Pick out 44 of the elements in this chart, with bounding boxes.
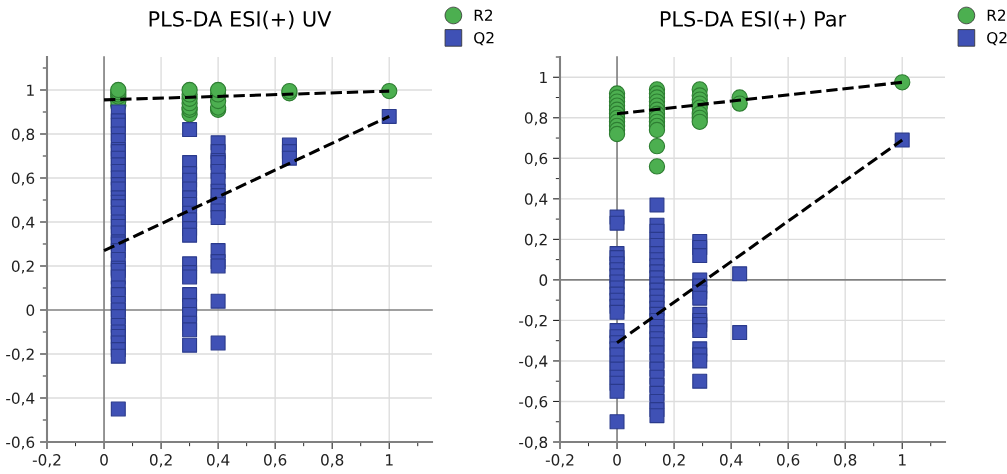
x-tick-label: 0,6 [777,454,800,468]
y-tick-label: -0,2 [6,348,34,362]
point [648,121,666,139]
y-tick-label: 0,2 [11,260,34,274]
x-tick-label: 0,4 [206,454,230,468]
point [648,137,666,155]
y-tick-label: -0,4 [6,392,35,406]
y-tick-label: -0,4 [519,355,548,369]
x-tick-label: 0,4 [719,454,743,468]
y-tick-label: 0,4 [524,193,548,207]
point [691,113,708,131]
y-tick-label: 0 [539,274,548,286]
chart-title: PLS-DA ESI(+) UV [149,10,332,30]
x-tick-label: 0,6 [264,454,287,468]
y-tick-label: 1 [540,71,547,84]
x-tick-label: 0,8 [834,454,857,468]
x-tick-label: 0 [100,454,108,466]
x-tick-label: 0,2 [662,454,685,468]
point [648,158,666,175]
x-tick-label: 0,8 [321,454,344,468]
chart-title: PLS-DA ESI(+) Par [660,10,847,30]
y-tick-label: 0,8 [524,112,548,126]
y-tick-label: -0,8 [519,436,548,450]
x-tick-label: 1 [386,454,393,466]
legend-label: R2 [987,9,1006,21]
point [209,81,227,99]
y-tick-label: 0,2 [524,233,547,247]
y-tick-label: 1 [27,84,34,96]
y-tick-label: -0,6 [519,395,548,410]
point [181,81,198,99]
y-tick-label: 0,4 [11,216,35,230]
y-tick-label: 0,8 [11,128,35,142]
legend-label: R2 [474,9,493,21]
x-tick-label: 0,2 [149,454,172,468]
y-tick-label: 0 [26,304,35,317]
y-tick-label: -0,6 [6,436,35,450]
point [608,125,626,143]
x-tick-label: 1 [899,454,906,466]
legend-label: Q2 [987,31,1007,46]
y-tick-label: -0,2 [519,314,547,328]
y-tick-label: 0,6 [11,172,35,186]
y-tick-label: 0,6 [524,152,548,166]
x-tick-label: 0 [613,454,621,466]
legend-label: Q2 [474,31,494,46]
